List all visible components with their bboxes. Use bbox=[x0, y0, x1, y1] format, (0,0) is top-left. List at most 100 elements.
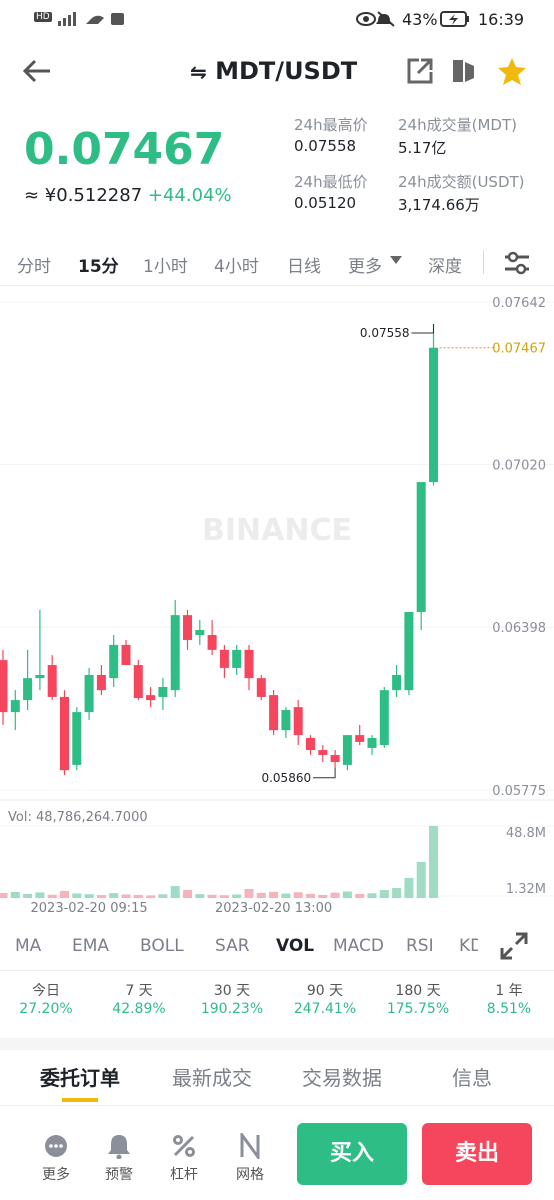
candle-body bbox=[318, 750, 328, 755]
volume-bar bbox=[0, 892, 8, 898]
dropdown-caret bbox=[390, 256, 402, 264]
volume-bar bbox=[23, 894, 33, 898]
fullscreen-button[interactable] bbox=[500, 932, 528, 960]
candle-body bbox=[293, 707, 303, 736]
interval-tab[interactable]: 分时 bbox=[17, 257, 51, 277]
pair: MDT/USDT bbox=[215, 57, 358, 85]
volume-bar bbox=[244, 889, 254, 898]
volume-bar bbox=[416, 862, 426, 898]
candle-body bbox=[330, 754, 340, 763]
indicator-tab[interactable]: VOL bbox=[276, 936, 315, 956]
icon bbox=[45, 1135, 67, 1157]
candle-body bbox=[269, 695, 279, 731]
period-label: 今日 bbox=[32, 983, 60, 999]
icon bbox=[108, 1135, 130, 1160]
indicator-tab[interactable]: KDJ bbox=[459, 936, 478, 956]
volume-bar bbox=[355, 894, 365, 898]
candle-body bbox=[404, 611, 414, 691]
interval-tab[interactable]: 更多 bbox=[348, 257, 382, 277]
settings-button[interactable] bbox=[503, 250, 531, 276]
y-tick-label: 1.32M bbox=[506, 882, 546, 897]
indicator-tab[interactable]: EMA bbox=[72, 936, 110, 956]
annotation-line bbox=[313, 767, 336, 779]
period-change: 27.20% bbox=[19, 1001, 73, 1017]
volume-bar bbox=[121, 894, 131, 898]
stat-label: 24h最高价 bbox=[294, 116, 368, 134]
battery: 43% bbox=[402, 10, 438, 29]
volume-bar bbox=[219, 895, 229, 898]
volume-bar bbox=[367, 893, 377, 898]
candle-body bbox=[146, 695, 156, 701]
candle-body bbox=[392, 674, 402, 691]
stat-label: 24h成交额(USDT) bbox=[398, 173, 525, 191]
bottom-tab[interactable]: 委托订单 bbox=[40, 1066, 120, 1090]
indicator-tab[interactable]: MA bbox=[15, 936, 42, 956]
nav-label[interactable]: 杠杆 bbox=[170, 1167, 198, 1183]
network: HD bbox=[34, 12, 52, 22]
candle-body bbox=[367, 737, 377, 748]
indicator-tab[interactable]: BOLL bbox=[140, 936, 184, 956]
bottom-tab[interactable]: 信息 bbox=[452, 1066, 492, 1090]
candle-body bbox=[429, 347, 438, 483]
candle-body bbox=[23, 678, 33, 701]
volume-bar bbox=[170, 886, 180, 898]
volume-bar bbox=[10, 891, 20, 898]
volume-bar bbox=[109, 893, 119, 898]
clock: 16:39 bbox=[478, 10, 525, 29]
sell-button[interactable]: 卖出 bbox=[422, 1123, 532, 1185]
nav-label[interactable]: 预警 bbox=[105, 1167, 133, 1183]
change: +44.04% bbox=[147, 185, 232, 206]
interval-tab[interactable]: 4小时 bbox=[214, 257, 259, 277]
candle-body bbox=[47, 665, 57, 697]
candle-body bbox=[342, 735, 352, 765]
interval-tab[interactable]: 日线 bbox=[287, 257, 321, 277]
nav-icon[interactable] bbox=[106, 1133, 132, 1160]
stat-value: 0.05120 bbox=[294, 194, 357, 212]
period-change: 175.75% bbox=[386, 1001, 450, 1017]
period-label: 90 天 bbox=[306, 983, 344, 999]
volume-bar bbox=[392, 887, 402, 898]
y-tick-label: 0.07020 bbox=[492, 459, 546, 474]
candle-body bbox=[219, 649, 229, 668]
battery-icon bbox=[440, 11, 469, 27]
period-label: 30 天 bbox=[213, 983, 251, 999]
candle-body bbox=[35, 674, 45, 679]
divider bbox=[483, 250, 484, 274]
stat-value: 3,174.66万 bbox=[398, 196, 480, 214]
icon bbox=[240, 1130, 260, 1162]
interval-tab[interactable]: 15分 bbox=[78, 257, 119, 277]
period-change: 42.89% bbox=[112, 1001, 166, 1017]
header-actions[interactable] bbox=[405, 56, 530, 86]
candle-body bbox=[183, 615, 192, 640]
nav-icon[interactable] bbox=[237, 1130, 263, 1162]
buy-button[interactable]: 买入 bbox=[297, 1123, 407, 1185]
last-price: 0.07467 bbox=[24, 124, 225, 175]
indicator-tab[interactable]: RSI bbox=[406, 936, 434, 956]
interval-tab[interactable]: 深度 bbox=[428, 257, 462, 277]
volume-bar bbox=[35, 892, 45, 898]
pair-title[interactable]: ⇋ MDT/USDT bbox=[190, 57, 358, 85]
volume-bar bbox=[133, 894, 143, 898]
volume-bar bbox=[47, 894, 57, 898]
candle-body bbox=[256, 678, 266, 697]
y-tick-label: 0.06398 bbox=[492, 621, 546, 636]
bottom-tab[interactable]: 交易数据 bbox=[302, 1066, 382, 1090]
nav-icon[interactable] bbox=[171, 1133, 197, 1159]
interval-tab[interactable]: 1小时 bbox=[143, 257, 188, 277]
back-button[interactable] bbox=[22, 58, 54, 84]
candle-body bbox=[84, 674, 94, 713]
nav-label[interactable]: 网格 bbox=[236, 1167, 264, 1183]
indicator-tab[interactable]: MACD bbox=[333, 936, 384, 956]
volume-bar bbox=[281, 893, 291, 898]
volume-bar bbox=[429, 826, 438, 898]
period-change: 247.41% bbox=[293, 1001, 357, 1017]
volume-bar bbox=[306, 893, 315, 898]
nav-icon[interactable] bbox=[43, 1133, 69, 1159]
volume-bar bbox=[330, 892, 340, 898]
status-icons bbox=[58, 12, 124, 26]
chart: BINANCE 0.07642 0.07020 0.06398 0.05775 0.07… bbox=[0, 296, 554, 916]
nav-label[interactable]: 更多 bbox=[42, 1167, 70, 1183]
candle-body bbox=[281, 710, 291, 731]
indicator-tab[interactable]: SAR bbox=[215, 936, 250, 956]
bottom-tab[interactable]: 最新成交 bbox=[172, 1066, 252, 1090]
